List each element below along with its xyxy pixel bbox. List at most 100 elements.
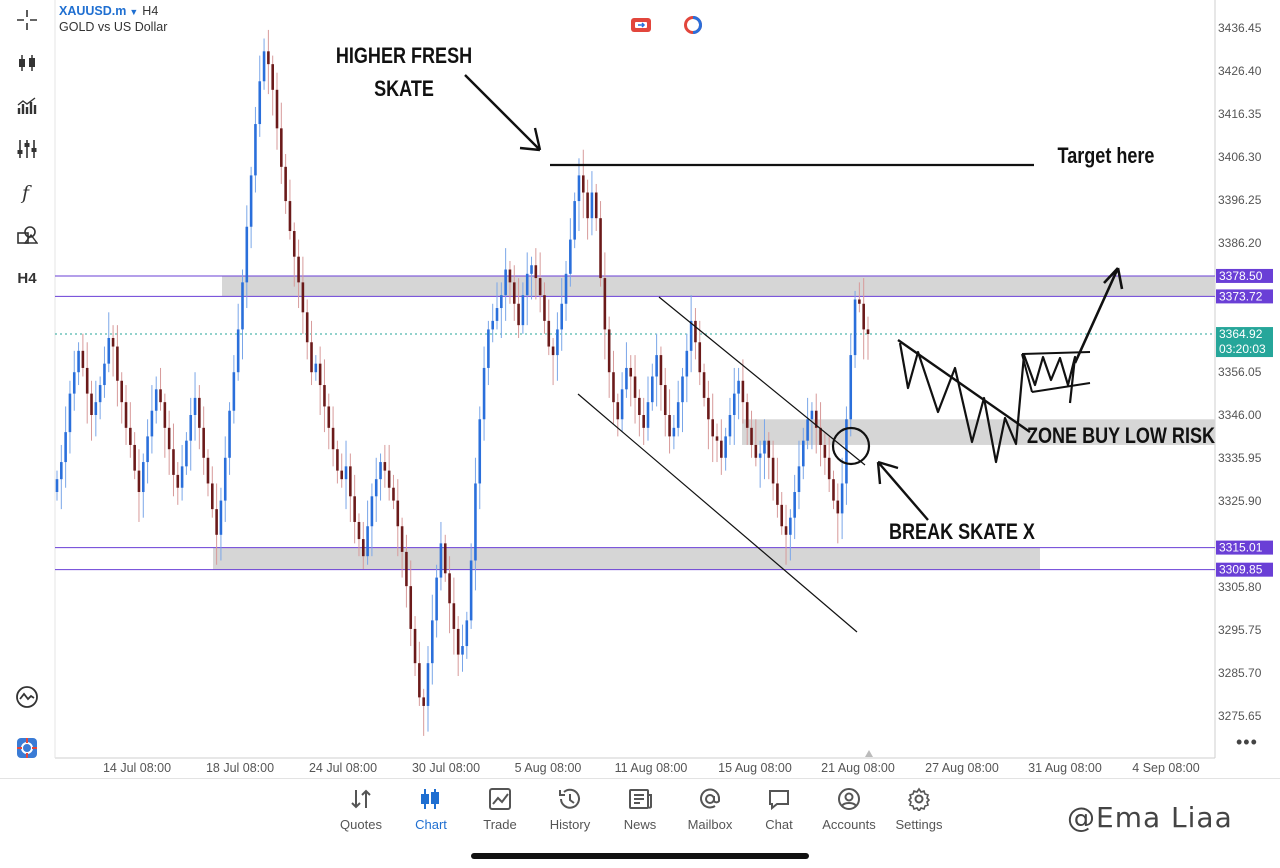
candle-body [521,295,525,326]
settings-sliders-icon[interactable] [7,131,47,167]
accounts-icon [838,788,860,810]
candle-body [827,457,831,480]
candle-body [374,479,378,497]
candlestick-type-icon[interactable] [7,45,47,81]
candle-body [586,192,589,219]
nav-label: Chat [765,817,793,832]
candle-body [206,457,210,484]
nav-news[interactable]: News [605,787,675,832]
wedge-pattern [1021,351,1091,393]
history-icon [559,788,580,809]
candle-body [866,329,870,335]
price-tag [1216,562,1273,577]
time-marker-icon [865,750,873,757]
timeframe-label: H4 [17,269,37,287]
candle-body [305,312,309,343]
candle-body [297,256,300,283]
y-tick-label: 3356.05 [1218,365,1262,379]
candle-body [538,278,542,296]
candle-body [271,64,274,90]
x-tick-label: 4 Sep 08:00 [1132,761,1199,775]
one-click-trading-icon[interactable] [630,16,652,34]
candle-body [81,350,85,368]
candle-body [116,346,119,381]
candle-body [612,372,615,403]
candle-body [413,628,417,664]
support-resistance-zone [222,275,1215,297]
candle-body [517,303,520,326]
candle-body [681,376,684,403]
nav-label: Mailbox [687,817,733,832]
candle-body [189,415,193,441]
nav-chat[interactable]: Chat [744,787,814,832]
trading-signals-icon[interactable] [7,730,47,766]
candle-body [819,427,822,445]
candle-body [767,440,771,458]
candle-body [159,389,162,403]
candle-body [98,385,102,403]
nav-quotes[interactable]: Quotes [326,787,396,832]
candle-body [202,427,205,458]
channel-upper-line [658,296,866,466]
candle-body [245,226,249,283]
indicators-icon[interactable] [7,88,47,124]
symbol-selector[interactable]: XAUUSD.m ▼ H4 [59,4,158,18]
candle-body [776,483,779,505]
nav-label: Settings [895,817,943,832]
candle-body [655,355,658,377]
symbol-timeframe: H4 [142,4,159,18]
candle-body [103,363,106,386]
candle-body [314,363,318,373]
nav-chart[interactable]: Chart [396,787,466,832]
candle-body [810,410,814,420]
x-tick-label: 18 Jul 08:00 [206,761,274,775]
candle-body [469,560,473,621]
nav-trade[interactable]: Trade [465,787,535,832]
price-chart[interactable]: HIGHER FRESH SKATE Target here ZONE BUY LOW… [0,0,1280,778]
candle-body [577,175,581,202]
candle-body [603,278,607,330]
candle-body [232,372,236,411]
annotation-text: SKATE [374,77,434,101]
candle-body [508,269,512,283]
more-options-icon[interactable]: ••• [1236,732,1258,752]
candle-body [551,346,555,356]
y-tick-label: 3386.20 [1218,236,1262,250]
candle-body [392,487,395,501]
candle-body [340,470,344,480]
candle-body [422,697,425,706]
candle-body [461,646,464,655]
candle-body [858,299,861,304]
timeframe-button[interactable]: H4 [7,260,47,296]
nav-history[interactable]: History [535,787,605,832]
candle-body [387,470,391,488]
nav-accounts[interactable]: Accounts [814,787,884,832]
candle-body [124,402,128,428]
y-tick-label: 3436.45 [1218,21,1262,35]
candle-body [720,440,723,458]
market-watch-icon[interactable] [7,679,47,715]
chart-frame [54,0,1216,759]
y-tick-label: 3295.75 [1218,623,1262,637]
candle-body [64,432,67,463]
candle-body [172,449,175,475]
signal-status-icon[interactable] [682,16,704,34]
nav-label: News [623,817,657,832]
nav-mailbox[interactable]: Mailbox [675,787,745,832]
candle-body [344,466,348,480]
candle-body [832,479,835,501]
function-icon[interactable]: f [7,174,47,210]
candle-body [836,500,840,514]
candle-body [474,483,477,561]
candle-body [694,320,697,343]
objects-icon[interactable] [7,217,47,253]
candle-body [745,402,749,428]
candle-body [426,663,430,706]
nav-settings[interactable]: Settings [884,787,954,832]
candle-body [487,329,490,368]
y-tick-label: 3406.30 [1218,150,1262,164]
candle-body [530,265,533,274]
candle-body [663,385,667,415]
crosshair-icon[interactable] [7,2,47,38]
candle-body [482,367,486,420]
